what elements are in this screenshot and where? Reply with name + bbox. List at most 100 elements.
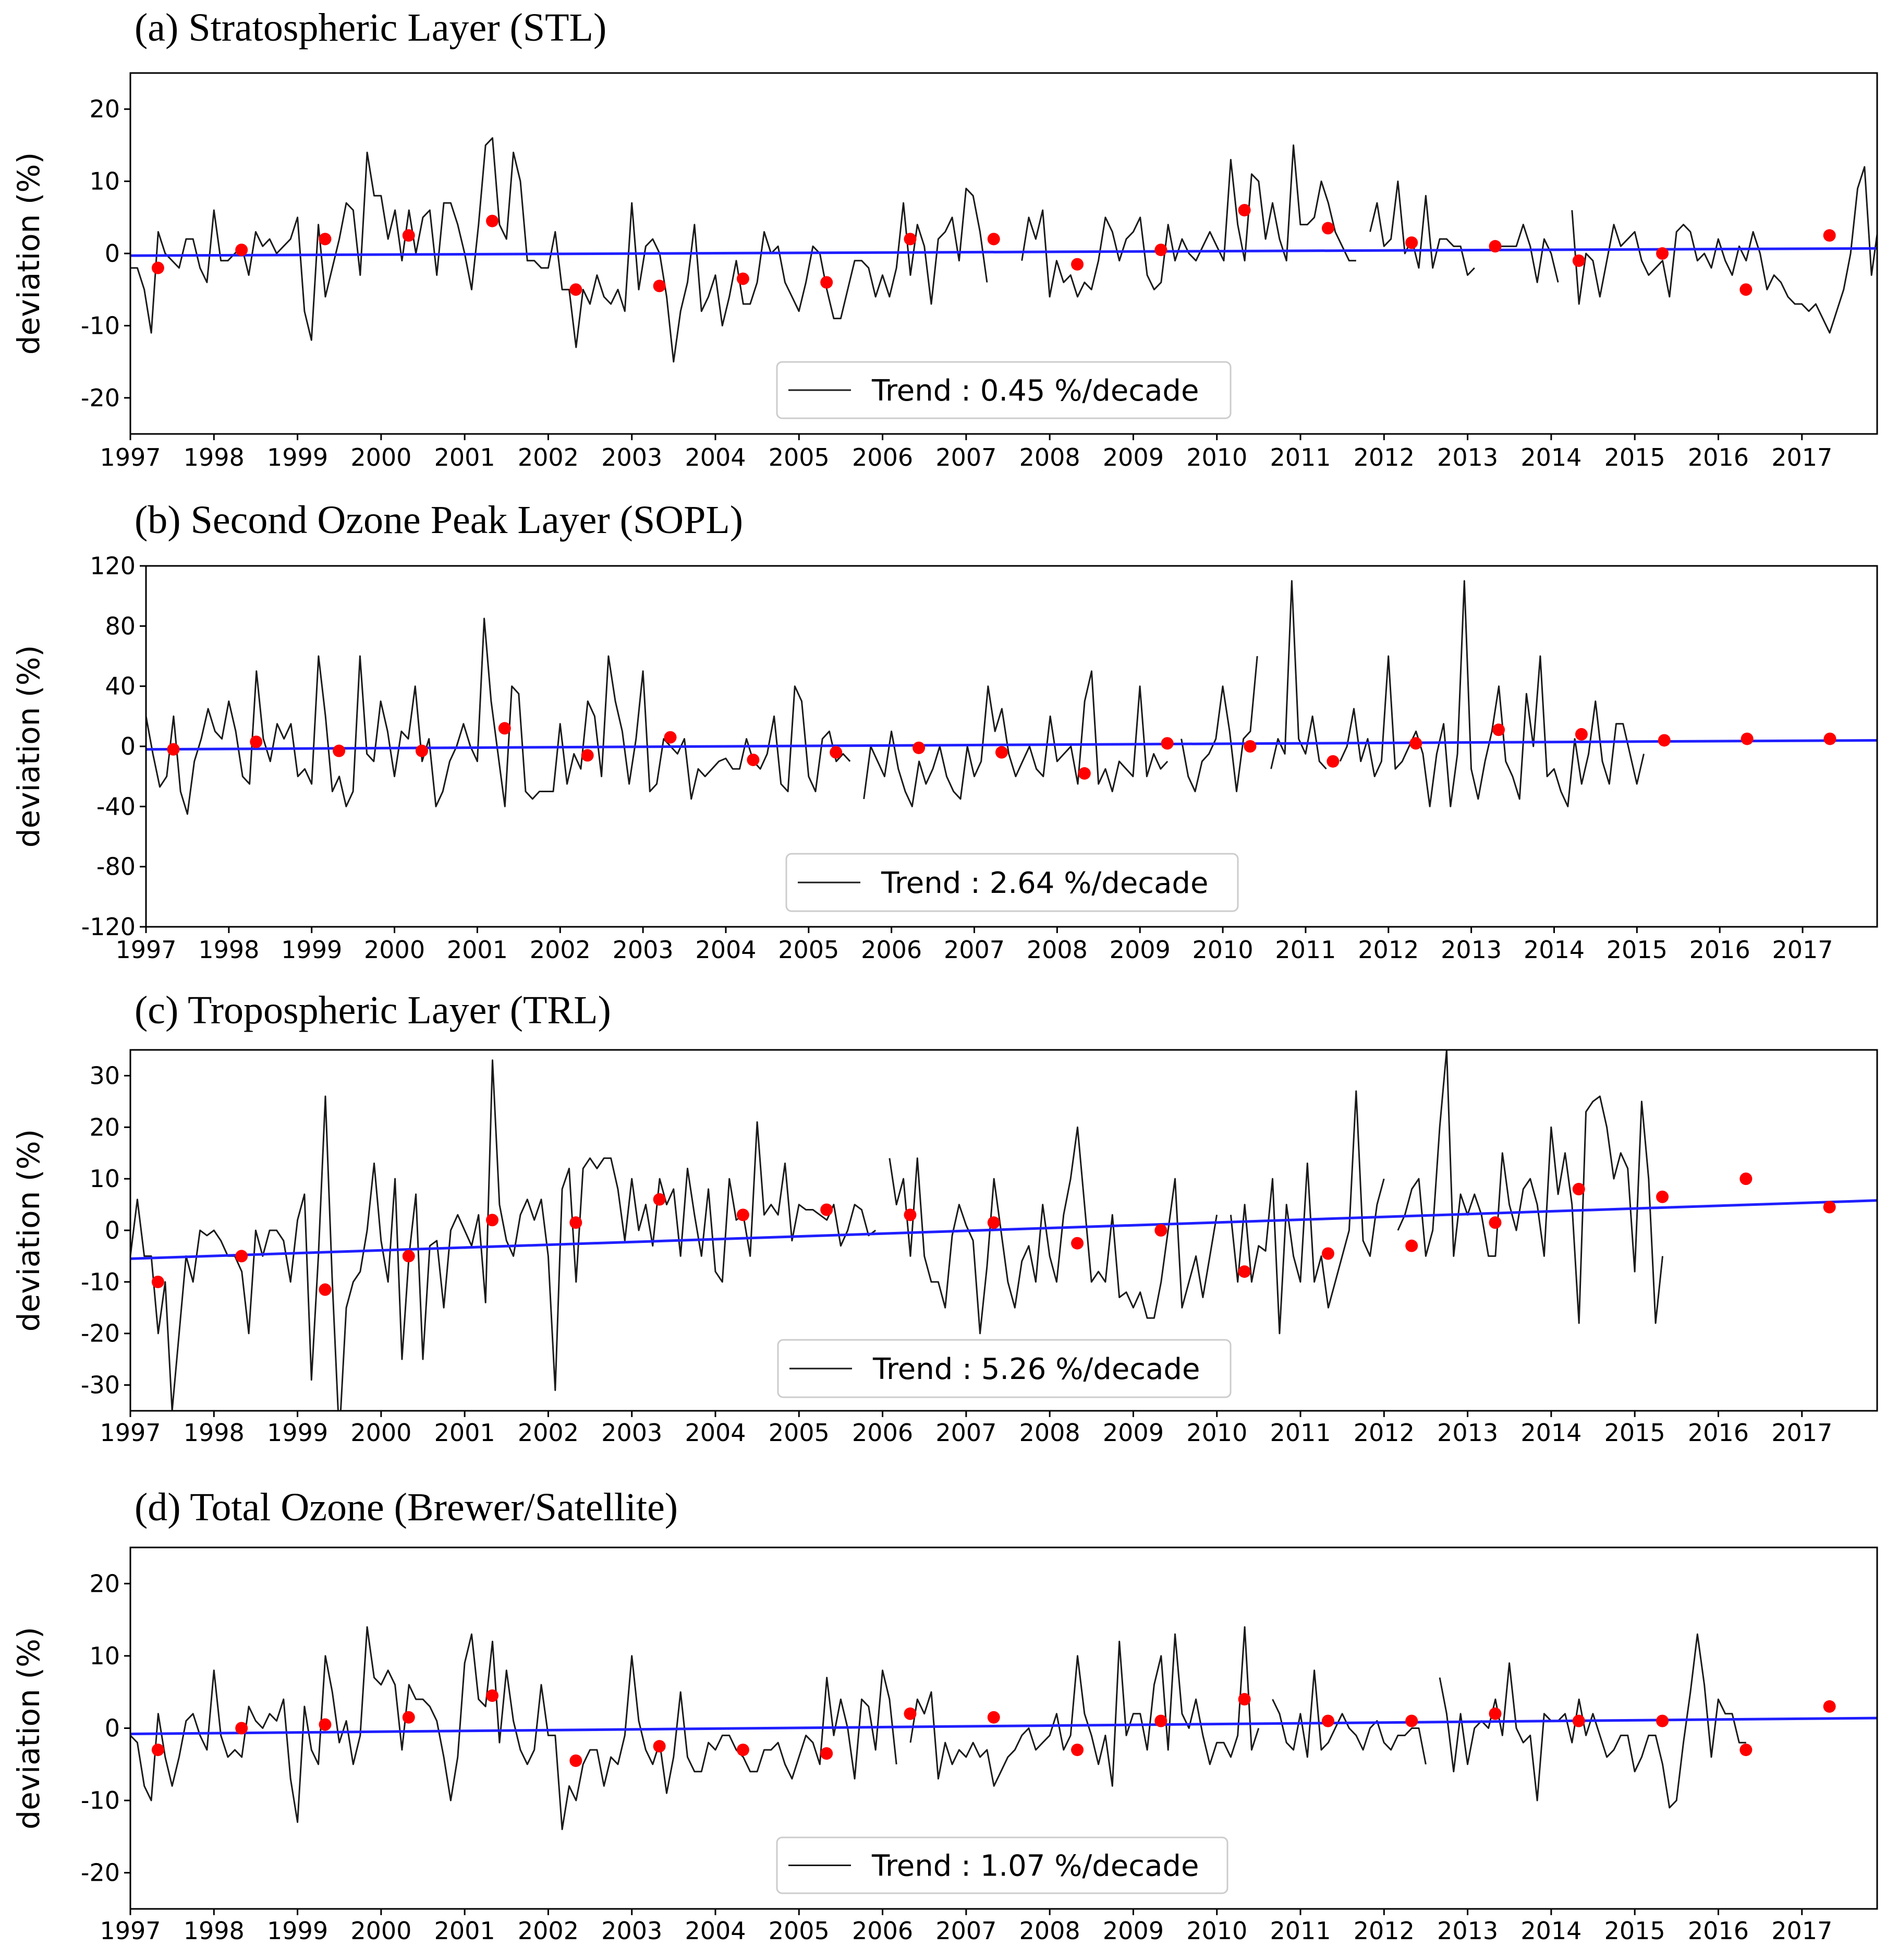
monthly-series-line (130, 137, 1877, 363)
annual-point (402, 1250, 415, 1263)
panel-title: (d) Total Ozone (Brewer/Satellite) (135, 1485, 678, 1529)
y-tick-label: -30 (81, 1371, 120, 1399)
x-tick-label: 1999 (281, 936, 342, 964)
x-tick-label: 1998 (184, 443, 245, 471)
annual-point (1739, 1744, 1753, 1757)
x-tick-label: 2013 (1437, 443, 1498, 471)
x-tick-label: 2005 (769, 443, 830, 471)
monthly-series-line (130, 1626, 1746, 1830)
x-tick-label: 2010 (1186, 443, 1247, 471)
trend-line (130, 1716, 1877, 1736)
plot-frame (129, 1049, 1878, 1412)
annual-point (486, 1214, 499, 1227)
x-tick-label: 2012 (1354, 1419, 1415, 1447)
x-tick-label: 2004 (685, 1917, 746, 1945)
x-tick-label: 2015 (1604, 1917, 1665, 1945)
y-tick-label: -120 (81, 913, 136, 941)
legend-box (777, 1339, 1232, 1398)
y-tick-label: -10 (81, 1786, 120, 1814)
annual-point (569, 1216, 582, 1229)
y-tick-label: 0 (105, 1216, 120, 1244)
legend-box (776, 361, 1232, 419)
annual-point (1405, 236, 1418, 249)
x-tick-label: 2015 (1604, 443, 1665, 471)
x-tick-label: 2004 (695, 936, 756, 964)
annual-point (747, 753, 760, 766)
x-tick-label: 2012 (1354, 1917, 1415, 1945)
panel-title: (c) Tropospheric Layer (TRL) (135, 988, 611, 1032)
annual-point (1656, 1190, 1669, 1203)
trend-line (130, 1199, 1877, 1260)
annual-point (1409, 737, 1422, 750)
x-tick-label: 2001 (434, 1917, 495, 1945)
annual-point (1327, 755, 1340, 768)
annual-point (820, 1203, 833, 1216)
x-tick-label: 2001 (434, 1419, 495, 1447)
annual-point (1161, 737, 1174, 750)
annual-point (486, 214, 499, 227)
annual-point (904, 1208, 917, 1221)
x-tick-label: 2011 (1275, 936, 1336, 964)
x-tick-label: 2003 (601, 443, 662, 471)
x-tick-label: 2002 (518, 1917, 579, 1945)
x-tick-label: 1997 (100, 1917, 161, 1945)
annual-point (581, 749, 594, 762)
annual-point (1741, 732, 1754, 745)
x-tick-label: 2012 (1354, 443, 1415, 471)
x-tick-label: 2007 (935, 443, 996, 471)
plot-area (130, 1050, 1877, 1411)
x-tick-label: 2015 (1607, 936, 1668, 964)
annual-point (987, 1711, 1000, 1724)
chart-panel-3: (c) Tropospheric Layer (TRL)3020100-10-2… (11, 988, 1878, 1447)
annual-point (1405, 1714, 1418, 1727)
x-tick-label: 1999 (267, 1419, 328, 1447)
y-tick-label: 0 (120, 732, 136, 760)
annual-point (1154, 244, 1167, 257)
y-tick-label: 0 (105, 239, 120, 268)
x-tick-label: 2014 (1520, 1419, 1581, 1447)
legend: Trend : 5.26 %/decade (777, 1339, 1232, 1398)
x-tick-label: 2007 (935, 1419, 996, 1447)
annual-point (1071, 1237, 1084, 1250)
x-tick-label: 2012 (1358, 936, 1419, 964)
annual-point (1739, 283, 1753, 296)
x-tick-label: 2009 (1110, 936, 1171, 964)
y-tick-label: -40 (96, 792, 136, 820)
x-tick-label: 2004 (685, 443, 746, 471)
x-tick-label: 2002 (518, 1419, 579, 1447)
x-tick-label: 2014 (1520, 443, 1581, 471)
x-tick-label: 2017 (1771, 1917, 1832, 1945)
y-axis-label: deviation (%) (11, 152, 46, 355)
annual-point (235, 1250, 248, 1263)
legend: Trend : 2.64 %/decade (785, 853, 1239, 912)
annual-point (235, 1722, 248, 1735)
annual-point (653, 280, 666, 293)
annual-point (1572, 254, 1585, 267)
annual-point (987, 233, 1000, 246)
x-tick-label: 2001 (447, 936, 508, 964)
x-tick-label: 2000 (364, 936, 425, 964)
x-tick-label: 2010 (1193, 936, 1254, 964)
annual-point (1238, 1265, 1251, 1278)
y-tick-label: 120 (90, 552, 136, 580)
chart-panel-2: (b) Second Ozone Peak Layer (SOPL) 120 80 4… (11, 498, 1878, 964)
x-tick-label: 1998 (184, 1419, 245, 1447)
monthly-series-line (130, 1050, 1663, 1411)
x-tick-label: 2002 (530, 936, 591, 964)
annual-point (1071, 1744, 1084, 1757)
annual-point (1154, 1714, 1167, 1727)
annual-point (319, 1283, 332, 1296)
annual-point (151, 1275, 164, 1288)
x-tick-label: 2011 (1270, 443, 1331, 471)
x-tick-label: 2000 (350, 1419, 411, 1447)
plot-area (146, 580, 1877, 815)
x-tick-label: 2017 (1772, 936, 1833, 964)
x-tick-label: 1999 (267, 1917, 328, 1945)
annual-point (1658, 734, 1671, 747)
x-tick-label: 1997 (115, 936, 176, 964)
legend-label: Trend : 2.64 %/decade (881, 866, 1208, 900)
monthly-series-line (146, 580, 1645, 815)
legend-box (776, 1836, 1228, 1894)
trend-line (146, 739, 1877, 751)
annual-point (415, 744, 428, 757)
